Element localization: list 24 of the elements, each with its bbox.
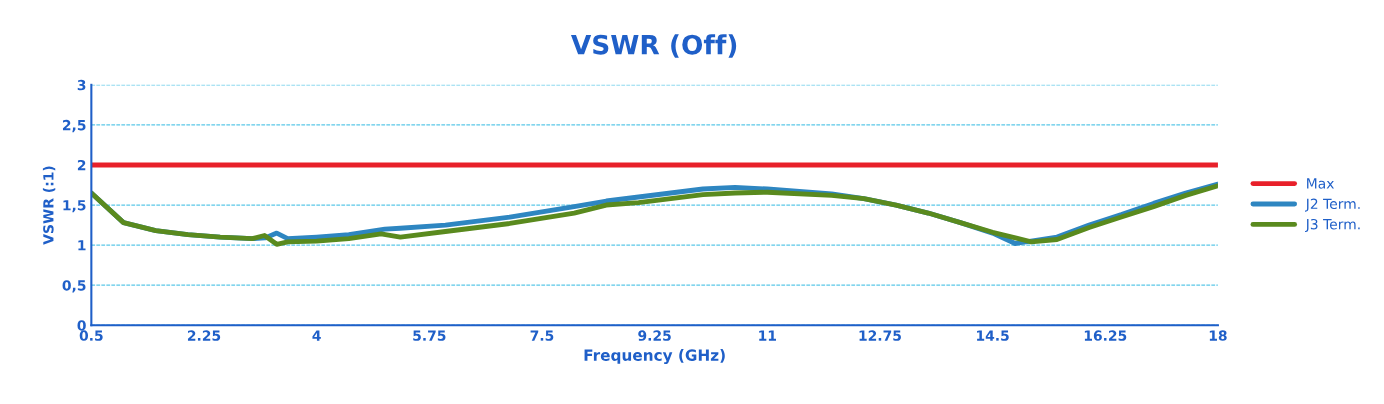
legend-label: Max (1307, 178, 1334, 189)
x-tick-label: 4 (312, 330, 321, 341)
x-axis-title: Frequency (GHz) (584, 349, 725, 364)
y-tick-label: 0,5 (62, 280, 86, 293)
y-tick-label: 3 (77, 79, 86, 91)
y-tick-label: 0 (77, 320, 86, 331)
y-tick-label: 2 (77, 159, 86, 171)
y-axis-title: VSWR (:1) (42, 166, 56, 245)
x-tick-label: 18 (1209, 330, 1227, 341)
y-tick-label: 2,5 (62, 119, 86, 133)
legend-label: J2 Term. (1305, 198, 1360, 212)
y-tick-label: 1 (78, 240, 86, 251)
x-tick-label: 11 (759, 330, 776, 341)
y-tick-label: 1,5 (63, 200, 86, 213)
x-tick-label: 16.25 (1084, 330, 1127, 341)
x-tick-label: 2.25 (187, 330, 221, 341)
x-tick-label: 14.5 (977, 330, 1009, 341)
x-tick-label: 9.25 (638, 330, 671, 341)
x-tick-label: 7.5 (530, 330, 554, 341)
legend-label: J3 Term. (1305, 218, 1360, 233)
chart-title: VSWR (Off) (570, 34, 737, 58)
x-tick-label: 5.75 (413, 330, 446, 341)
x-tick-label: 12.75 (859, 330, 901, 341)
x-tick-label: 0.5 (79, 330, 103, 341)
